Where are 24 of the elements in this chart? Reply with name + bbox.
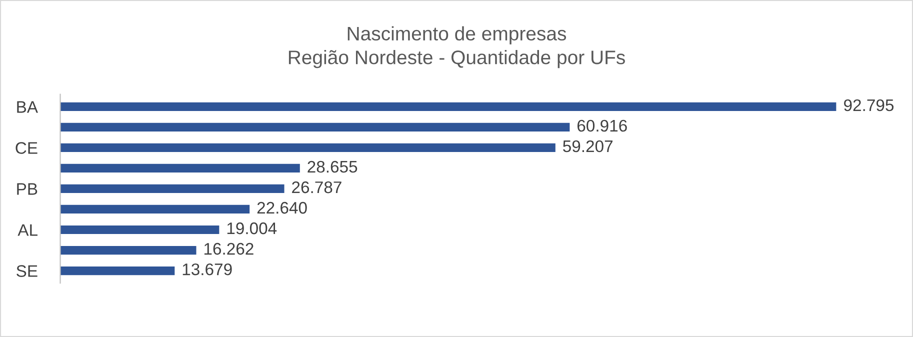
data-label: 59.207 [563,140,612,152]
y-tick-label: CE [16,142,38,154]
bar [60,164,300,173]
bar [60,246,196,255]
data-label: 19.004 [227,222,277,234]
y-tick-label: PB [17,183,38,195]
data-label: 13.679 [182,263,232,276]
bar [60,225,220,234]
bar [60,143,556,152]
data-label: 92.795 [844,99,894,112]
bar [60,266,175,276]
y-tick-label: AL [18,224,38,236]
data-label: 60.916 [577,120,627,132]
bar [60,102,836,111]
y-tick-label: SE [16,265,38,277]
bar [60,122,570,132]
chart-title: Nascimento de empresas Região Nordeste - Quantidade por UFs [288,26,625,68]
y-tick-label: BA [17,101,38,113]
data-label: 26.787 [292,181,342,194]
bar [60,204,250,214]
data-label: 28.655 [308,160,358,173]
bar [60,184,284,194]
data-label: 22.640 [257,202,307,214]
data-label: 16.262 [204,242,254,255]
